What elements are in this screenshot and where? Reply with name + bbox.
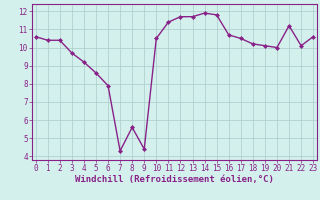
- X-axis label: Windchill (Refroidissement éolien,°C): Windchill (Refroidissement éolien,°C): [75, 175, 274, 184]
